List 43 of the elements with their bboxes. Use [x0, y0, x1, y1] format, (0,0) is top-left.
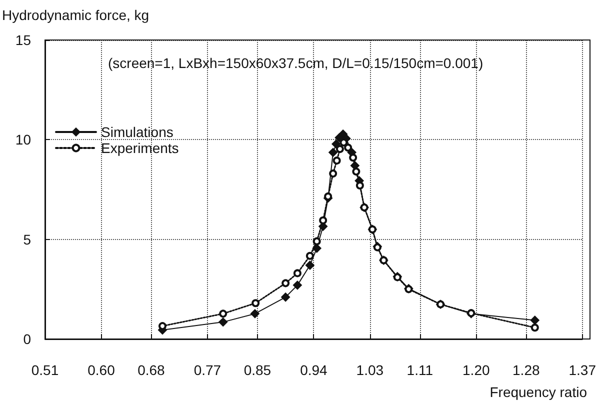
x-tick-label: 0.68 — [138, 362, 166, 378]
point — [305, 260, 314, 270]
point — [356, 182, 364, 190]
point — [306, 252, 314, 260]
x-tick-label: 0.94 — [300, 362, 328, 378]
point — [319, 216, 328, 224]
x-tick-label: 1.11 — [406, 362, 434, 378]
point — [352, 168, 360, 176]
x-tick-label: 1.28 — [512, 362, 540, 378]
point — [344, 144, 352, 152]
point — [292, 280, 302, 290]
point — [530, 324, 539, 332]
y-tick-label: 10 — [15, 132, 32, 148]
point — [312, 237, 321, 246]
legend-label: Experiments — [101, 140, 179, 156]
y-tick-label: 5 — [23, 231, 32, 248]
x-tick-label: 0.51 — [31, 362, 59, 378]
y-tick-label: 0 — [23, 331, 32, 347]
point — [340, 138, 348, 146]
y-axis-title: Hydrodynamic force, kg — [2, 7, 150, 23]
point — [218, 318, 228, 327]
point — [329, 170, 338, 178]
point — [336, 145, 344, 154]
point — [281, 292, 290, 302]
x-tick-label: 1.37 — [568, 362, 596, 378]
annotation: (screen=1, LxBxh=150x60x37.5cm, D/L=0.15/150cm=0.001) — [108, 55, 484, 71]
point — [252, 299, 260, 308]
point — [219, 310, 228, 318]
point — [250, 309, 260, 318]
x-tick-label: 0.60 — [88, 362, 116, 378]
point — [293, 269, 302, 278]
x-axis-title: Frequency ratio — [490, 384, 588, 400]
point — [332, 156, 341, 165]
x-tick-label: 0.85 — [244, 362, 272, 378]
x-tick-label: 1.20 — [462, 362, 490, 378]
legend-label: Simulations — [101, 124, 174, 140]
point — [328, 148, 338, 157]
point — [349, 154, 358, 162]
x-tick-label: 1.03 — [356, 362, 384, 378]
y-tick-label: 15 — [15, 32, 32, 48]
x-tick-label: 0.77 — [194, 362, 222, 378]
point — [530, 316, 540, 325]
point — [282, 279, 290, 288]
